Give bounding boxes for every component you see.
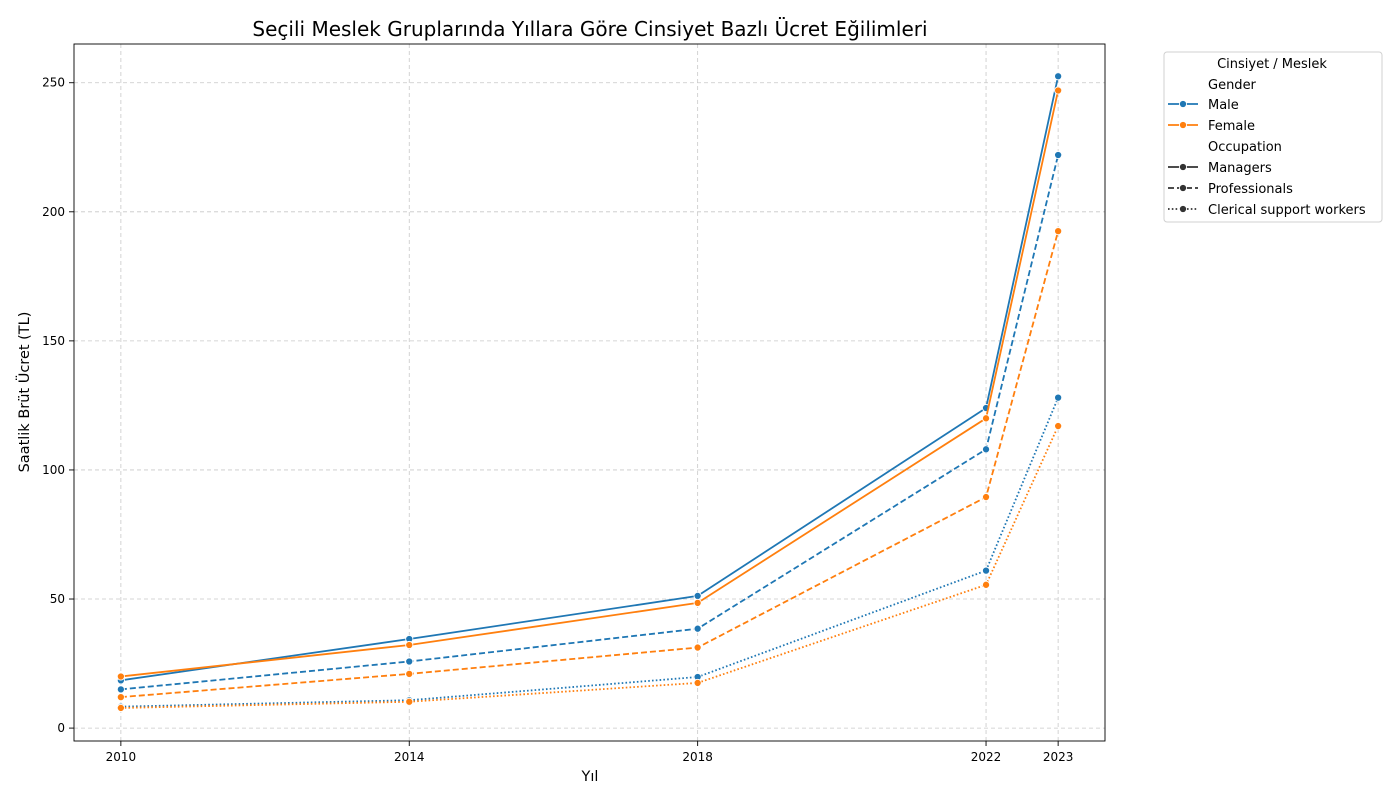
data-point	[116, 693, 125, 702]
series-line	[120, 90, 1060, 678]
legend-marker	[1178, 183, 1188, 193]
series-female-clerical-support-workers	[116, 422, 1063, 713]
legend-marker	[1178, 204, 1188, 214]
data-point	[405, 657, 414, 666]
legend-label: Clerical support workers	[1208, 203, 1366, 218]
data-point	[981, 414, 991, 423]
data-point	[1054, 86, 1063, 95]
legend: Cinsiyet / Meslek Gender Occupation Male…	[1163, 51, 1383, 223]
legend-label: Female	[1208, 119, 1255, 134]
grid-lines	[74, 44, 1105, 741]
legend-label: Managers	[1208, 161, 1272, 176]
data-point	[981, 492, 991, 502]
legend-item-managers: Managers	[1168, 161, 1272, 176]
legend-label: Male	[1208, 98, 1239, 113]
data-point	[693, 678, 702, 687]
series-male-professionals	[116, 150, 1063, 694]
y-tick-label: 50	[50, 592, 65, 606]
x-axis: 2010 2014 2018 2022 2023	[106, 741, 1074, 764]
y-tick-label: 250	[42, 76, 65, 90]
data-point	[1054, 422, 1063, 431]
data-point	[1054, 227, 1063, 236]
x-axis-label: Yıl	[581, 769, 599, 785]
data-point	[693, 624, 702, 633]
series-lines	[116, 72, 1063, 713]
legend-gender-heading: Gender	[1208, 78, 1257, 93]
series-female-managers	[116, 86, 1063, 681]
y-tick-label: 150	[42, 334, 65, 348]
legend-box	[1163, 51, 1383, 223]
series-line	[120, 154, 1060, 691]
legend-item-professionals: Professionals	[1168, 182, 1293, 197]
legend-items: Male Female Managers Professionals Clerical …	[1168, 98, 1366, 218]
x-tick-label: 2018	[682, 750, 713, 764]
data-point	[1054, 72, 1063, 81]
legend-item-female: Female	[1168, 119, 1255, 134]
legend-title: Cinsiyet / Meslek	[1217, 57, 1327, 72]
legend-marker	[1178, 99, 1188, 109]
y-tick-label: 0	[57, 721, 65, 735]
data-point	[1054, 393, 1063, 402]
y-tick-label: 100	[42, 463, 65, 477]
data-point	[693, 598, 702, 607]
series-female-professionals	[116, 227, 1063, 702]
y-axis-label: Saatlik Brüt Ücret (TL)	[15, 312, 33, 473]
series-line	[120, 76, 1060, 682]
data-point	[405, 697, 414, 706]
data-point	[981, 566, 991, 575]
x-tick-label: 2010	[106, 750, 137, 764]
series-line	[120, 425, 1059, 709]
data-point	[1054, 150, 1063, 160]
legend-occupation-heading: Occupation	[1208, 140, 1282, 155]
chart-title: Seçili Meslek Gruplarında Yıllara Göre C…	[252, 17, 927, 41]
plot-frame	[73, 43, 1106, 742]
data-point	[405, 669, 414, 678]
legend-marker	[1178, 162, 1188, 172]
y-axis: 0 50 100 150 200 250	[42, 76, 74, 735]
data-point	[981, 580, 991, 589]
series-line	[120, 230, 1060, 699]
legend-marker	[1178, 120, 1188, 130]
y-tick-label: 200	[42, 205, 65, 219]
data-point	[116, 685, 125, 694]
x-tick-label: 2023	[1043, 750, 1074, 764]
data-point	[693, 591, 702, 600]
x-tick-label: 2022	[971, 750, 1002, 764]
series-male-managers	[116, 72, 1063, 685]
x-tick-label: 2014	[394, 750, 425, 764]
data-point	[693, 643, 702, 652]
data-point	[116, 672, 125, 681]
legend-item-male: Male	[1168, 98, 1239, 113]
series-male-clerical-support-workers	[116, 393, 1063, 711]
data-point	[116, 703, 125, 713]
data-point	[405, 640, 414, 650]
data-point	[981, 445, 991, 454]
legend-item-clerical-support-workers: Clerical support workers	[1168, 203, 1366, 218]
legend-label: Professionals	[1208, 182, 1293, 197]
